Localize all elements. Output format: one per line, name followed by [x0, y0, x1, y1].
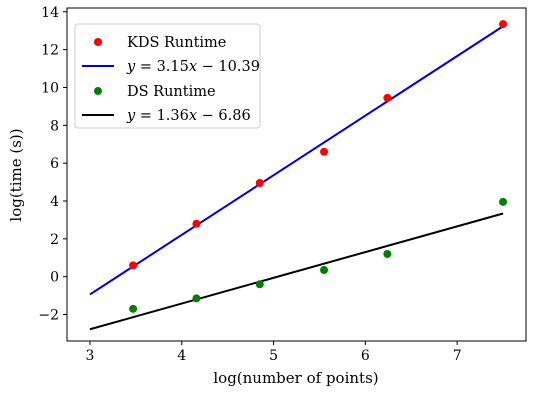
y-tick-label: 0	[50, 270, 59, 286]
y-tick-label: 2	[50, 232, 59, 248]
y-axis-ticks: −2 0 2 4 6 8 10 12 14	[38, 5, 67, 324]
chart-marks	[89, 20, 508, 331]
fit-line-1	[89, 25, 504, 296]
kds-point	[129, 261, 138, 270]
y-tick-label: 12	[41, 43, 59, 59]
kds-point	[383, 93, 392, 102]
legend-box	[74, 23, 261, 129]
x-tick-label: 6	[361, 348, 370, 364]
y-tick-label: −2	[38, 308, 59, 324]
kds-point	[192, 219, 201, 228]
x-tick-label: 3	[85, 348, 94, 364]
ds-point	[320, 266, 329, 275]
y-tick-label: 6	[50, 156, 59, 172]
plot-frame	[66, 7, 527, 342]
kds-point	[320, 147, 329, 156]
y-tick-label: 8	[50, 118, 59, 134]
y-axis-label: log(time (s))	[7, 128, 25, 221]
legend-marker-1	[94, 38, 102, 46]
x-axis-label: log(number of points)	[213, 369, 378, 387]
ds-point	[129, 304, 138, 313]
legend-label-2: y = 3.15x − 10.39	[126, 59, 260, 75]
y-tick-label: 4	[50, 194, 59, 210]
legend-label-3: DS Runtime	[127, 84, 216, 100]
ds-point	[255, 280, 264, 289]
ds-point	[499, 197, 508, 206]
chart-legend: KDS Runtime y = 3.15x − 10.39 DS Runtime y …	[74, 23, 261, 129]
y-tick-label: 10	[41, 80, 59, 96]
legend-marker-3	[94, 87, 102, 95]
x-tick-label: 5	[269, 348, 278, 364]
ds-point	[192, 294, 201, 303]
legend-label-1: KDS Runtime	[127, 35, 226, 51]
y-tick-label: 14	[41, 5, 59, 21]
x-tick-label: 4	[177, 348, 186, 364]
x-tick-label: 7	[453, 348, 462, 364]
kds-point	[499, 20, 508, 29]
legend-label-4: y = 1.36x − 6.86	[126, 108, 251, 124]
fit-line-2	[89, 212, 504, 331]
ds-point	[383, 249, 392, 258]
kds-point	[255, 179, 264, 188]
x-axis-ticks: 3 4 5 6 7	[85, 341, 462, 364]
